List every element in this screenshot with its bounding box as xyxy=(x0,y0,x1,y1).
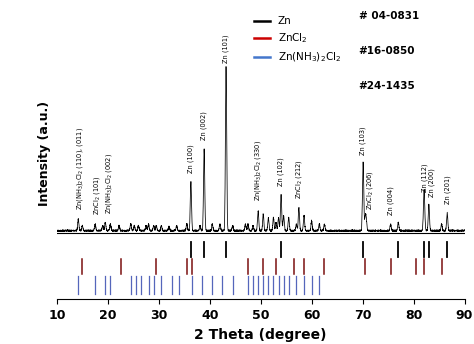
Text: #24-1435: #24-1435 xyxy=(358,82,415,92)
Text: # 04-0831: # 04-0831 xyxy=(358,11,419,21)
Text: Zn (002): Zn (002) xyxy=(201,111,208,140)
Text: ZnCl$_2$ (101): ZnCl$_2$ (101) xyxy=(91,175,101,215)
Text: Zn(NH$_3$)$_2$Cl$_2$ (110), (011): Zn(NH$_3$)$_2$Cl$_2$ (110), (011) xyxy=(75,127,85,211)
Text: Zn(NH$_3$)$_2$Cl$_2$ (330): Zn(NH$_3$)$_2$Cl$_2$ (330) xyxy=(253,140,263,201)
Text: #16-0850: #16-0850 xyxy=(358,46,415,56)
Legend: Zn, ZnCl$_2$, Zn(NH$_3$)$_2$Cl$_2$: Zn, ZnCl$_2$, Zn(NH$_3$)$_2$Cl$_2$ xyxy=(250,12,345,68)
Y-axis label: Intensity (a.u.): Intensity (a.u.) xyxy=(38,100,51,206)
Text: ZnCl$_2$ (212): ZnCl$_2$ (212) xyxy=(294,159,304,199)
Text: Zn (004): Zn (004) xyxy=(387,186,394,215)
Text: Zn (112): Zn (112) xyxy=(421,164,428,192)
Text: Zn (103): Zn (103) xyxy=(360,126,366,155)
Text: Zn(NH$_3$)$_2$Cl$_2$ (002): Zn(NH$_3$)$_2$Cl$_2$ (002) xyxy=(104,153,114,214)
Text: ZnCl$_2$ (206): ZnCl$_2$ (206) xyxy=(365,171,375,211)
Text: Zn (101): Zn (101) xyxy=(223,35,229,63)
Text: Zn (102): Zn (102) xyxy=(278,157,284,186)
X-axis label: 2 Theta (degree): 2 Theta (degree) xyxy=(194,327,327,342)
Text: Zn (200): Zn (200) xyxy=(428,169,435,197)
Text: Zn (100): Zn (100) xyxy=(188,144,194,173)
Text: Zn (201): Zn (201) xyxy=(445,175,451,204)
